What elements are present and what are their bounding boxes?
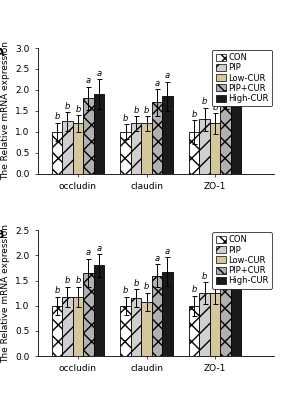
Bar: [152, 276, 162, 356]
Text: b: b: [144, 282, 149, 291]
Text: A: A: [0, 48, 4, 58]
Bar: [94, 94, 104, 174]
Y-axis label: The Relative mRNA expression: The Relative mRNA expression: [1, 224, 10, 363]
Text: b: b: [54, 286, 60, 295]
Y-axis label: The Relative mRNA expression: The Relative mRNA expression: [1, 41, 10, 180]
Text: b: b: [123, 114, 128, 123]
Bar: [131, 298, 141, 356]
Text: a: a: [223, 61, 228, 70]
Text: b: b: [75, 105, 81, 114]
Text: b: b: [65, 276, 70, 285]
Bar: [199, 293, 210, 356]
Bar: [199, 119, 210, 174]
Bar: [120, 306, 131, 356]
Bar: [94, 266, 104, 356]
Bar: [220, 90, 231, 174]
Text: B: B: [0, 230, 4, 240]
Bar: [62, 121, 73, 174]
Text: a: a: [154, 254, 160, 263]
Text: b: b: [75, 276, 81, 285]
Bar: [162, 272, 173, 356]
Bar: [73, 124, 83, 174]
Bar: [210, 293, 220, 356]
Text: a: a: [233, 236, 239, 245]
Text: b: b: [144, 106, 149, 115]
Bar: [189, 306, 199, 356]
Text: a: a: [86, 248, 91, 258]
Legend: CON, PIP, Low-CUR, PIP+CUR, High-CUR: CON, PIP, Low-CUR, PIP+CUR, High-CUR: [212, 50, 272, 106]
Bar: [131, 124, 141, 174]
Bar: [189, 132, 199, 174]
Bar: [52, 306, 62, 356]
Bar: [162, 96, 173, 174]
Text: b: b: [54, 112, 60, 121]
Bar: [141, 302, 152, 356]
Text: a: a: [165, 247, 170, 256]
Bar: [120, 132, 131, 174]
Text: a: a: [96, 69, 102, 78]
Bar: [52, 132, 62, 174]
Text: a: a: [233, 57, 239, 66]
Bar: [220, 268, 231, 356]
Text: a: a: [86, 76, 91, 85]
Text: b: b: [202, 97, 207, 106]
Text: b: b: [65, 102, 70, 111]
Text: b: b: [202, 272, 207, 280]
Legend: CON, PIP, Low-CUR, PIP+CUR, High-CUR: CON, PIP, Low-CUR, PIP+CUR, High-CUR: [212, 232, 272, 289]
Bar: [210, 124, 220, 174]
Text: a: a: [154, 79, 160, 88]
Bar: [73, 297, 83, 356]
Bar: [141, 124, 152, 174]
Text: b: b: [212, 272, 218, 280]
Text: b: b: [123, 286, 128, 295]
Text: b: b: [133, 279, 139, 288]
Bar: [83, 98, 94, 174]
Bar: [231, 260, 241, 356]
Bar: [62, 297, 73, 356]
Text: b: b: [192, 285, 197, 294]
Bar: [152, 102, 162, 174]
Text: b: b: [133, 106, 139, 115]
Bar: [231, 86, 241, 174]
Text: b: b: [212, 103, 218, 112]
Text: a: a: [165, 71, 170, 80]
Text: a: a: [223, 242, 228, 250]
Text: b: b: [192, 110, 197, 119]
Bar: [83, 273, 94, 356]
Text: a: a: [96, 244, 102, 253]
